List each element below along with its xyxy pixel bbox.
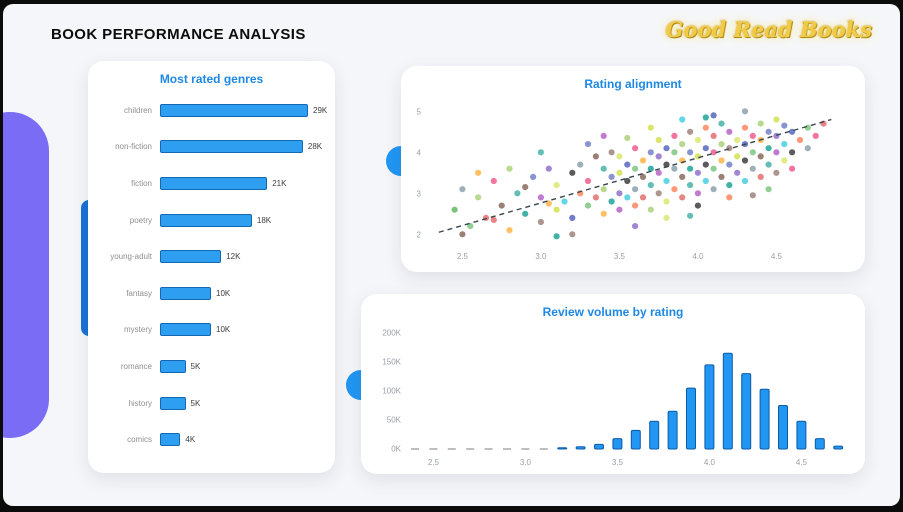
genre-value: 4K <box>185 435 196 445</box>
genre-label: children <box>123 105 152 115</box>
genre-bar <box>160 433 181 447</box>
genre-label: comics <box>127 435 152 445</box>
svg-text:4.5: 4.5 <box>796 458 808 467</box>
genre-row: mystery 10K <box>96 312 325 349</box>
genre-label: non-fiction <box>115 142 152 152</box>
genre-bar <box>160 103 308 117</box>
genre-label: poetry <box>129 215 152 225</box>
svg-text:150K: 150K <box>382 358 401 367</box>
svg-text:5: 5 <box>417 107 422 116</box>
genre-rows: children 29K non-fiction 28K fiction 21K poetr… <box>88 86 335 458</box>
genre-value: 21K <box>272 178 287 188</box>
dashboard-page: BOOK PERFORMANCE ANALYSIS Good Read Book… <box>3 4 900 506</box>
svg-text:2.5: 2.5 <box>457 252 469 261</box>
genre-row: young-adult 12K <box>96 238 325 275</box>
genre-row: history 5K <box>96 385 325 422</box>
genre-bar <box>160 359 186 373</box>
svg-text:3.5: 3.5 <box>614 252 626 261</box>
svg-text:200K: 200K <box>382 329 401 338</box>
genres-chart-title: Most rated genres <box>159 72 264 86</box>
genre-label: young-adult <box>110 252 152 262</box>
svg-text:4: 4 <box>417 148 422 157</box>
rating-alignment-card: Rating alignment 2 3 4 5 2.5 3.0 3.5 4.0 4.5 <box>401 66 865 272</box>
svg-text:4.5: 4.5 <box>771 252 783 261</box>
svg-text:2.5: 2.5 <box>428 458 440 467</box>
svg-text:4.0: 4.0 <box>704 458 716 467</box>
svg-text:2: 2 <box>417 230 422 239</box>
review-volume-card: Review volume by rating 0K 50K 100K 150K 200… <box>361 294 865 474</box>
genre-value: 10K <box>216 325 231 335</box>
genre-value: 10K <box>216 288 231 298</box>
genre-value: 12K <box>226 252 241 262</box>
genre-label: history <box>128 398 152 408</box>
volume-bar-chart: 0K 50K 100K 150K 200K 2.5 3.0 3.5 4.0 4.5 <box>382 329 844 467</box>
svg-text:3: 3 <box>417 189 422 198</box>
genre-bar <box>160 250 222 264</box>
most-rated-genres-card: Most rated genres children 29K non-fiction… <box>88 61 335 473</box>
genre-label: mystery <box>124 325 152 335</box>
page-title: BOOK PERFORMANCE ANALYSIS <box>51 26 306 43</box>
genre-bar <box>160 140 303 154</box>
purple-decorative-blob <box>3 112 49 438</box>
genre-row: non-fiction 28K <box>96 129 325 166</box>
genre-label: fantasy <box>126 288 152 298</box>
genre-bar <box>160 323 211 337</box>
genre-value: 18K <box>256 215 272 225</box>
genre-row: fantasy 10K <box>96 275 325 312</box>
svg-text:4.0: 4.0 <box>692 252 704 261</box>
genre-bar <box>160 213 252 227</box>
genre-value: 5K <box>190 361 201 371</box>
genre-value: 28K <box>307 142 323 152</box>
genre-row: romance 5K <box>96 348 325 385</box>
genre-row: children 29K <box>96 92 328 129</box>
svg-text:50K: 50K <box>387 416 402 425</box>
svg-text:100K: 100K <box>382 387 401 396</box>
genre-label: fiction <box>131 178 152 188</box>
genre-row: fiction 21K <box>96 165 325 202</box>
genre-row: comics 4K <box>96 421 325 458</box>
genre-row: poetry 18K <box>96 202 325 239</box>
genre-bar <box>160 396 186 410</box>
svg-text:0K: 0K <box>391 445 401 454</box>
svg-text:3.5: 3.5 <box>612 458 624 467</box>
svg-text:3.0: 3.0 <box>535 252 547 261</box>
brand-logo: Good Read Books <box>665 17 873 42</box>
genre-bar <box>160 286 211 300</box>
genre-value: 29K <box>313 105 328 115</box>
svg-text:3.0: 3.0 <box>520 458 532 467</box>
genre-bar <box>160 176 268 190</box>
volume-chart-title: Review volume by rating <box>542 305 684 319</box>
genre-value: 5K <box>190 398 201 408</box>
scatter-plot: 2 3 4 5 2.5 3.0 3.5 4.0 4.5 <box>417 107 832 261</box>
genre-label: romance <box>120 361 152 371</box>
scatter-chart-title: Rating alignment <box>584 77 682 91</box>
